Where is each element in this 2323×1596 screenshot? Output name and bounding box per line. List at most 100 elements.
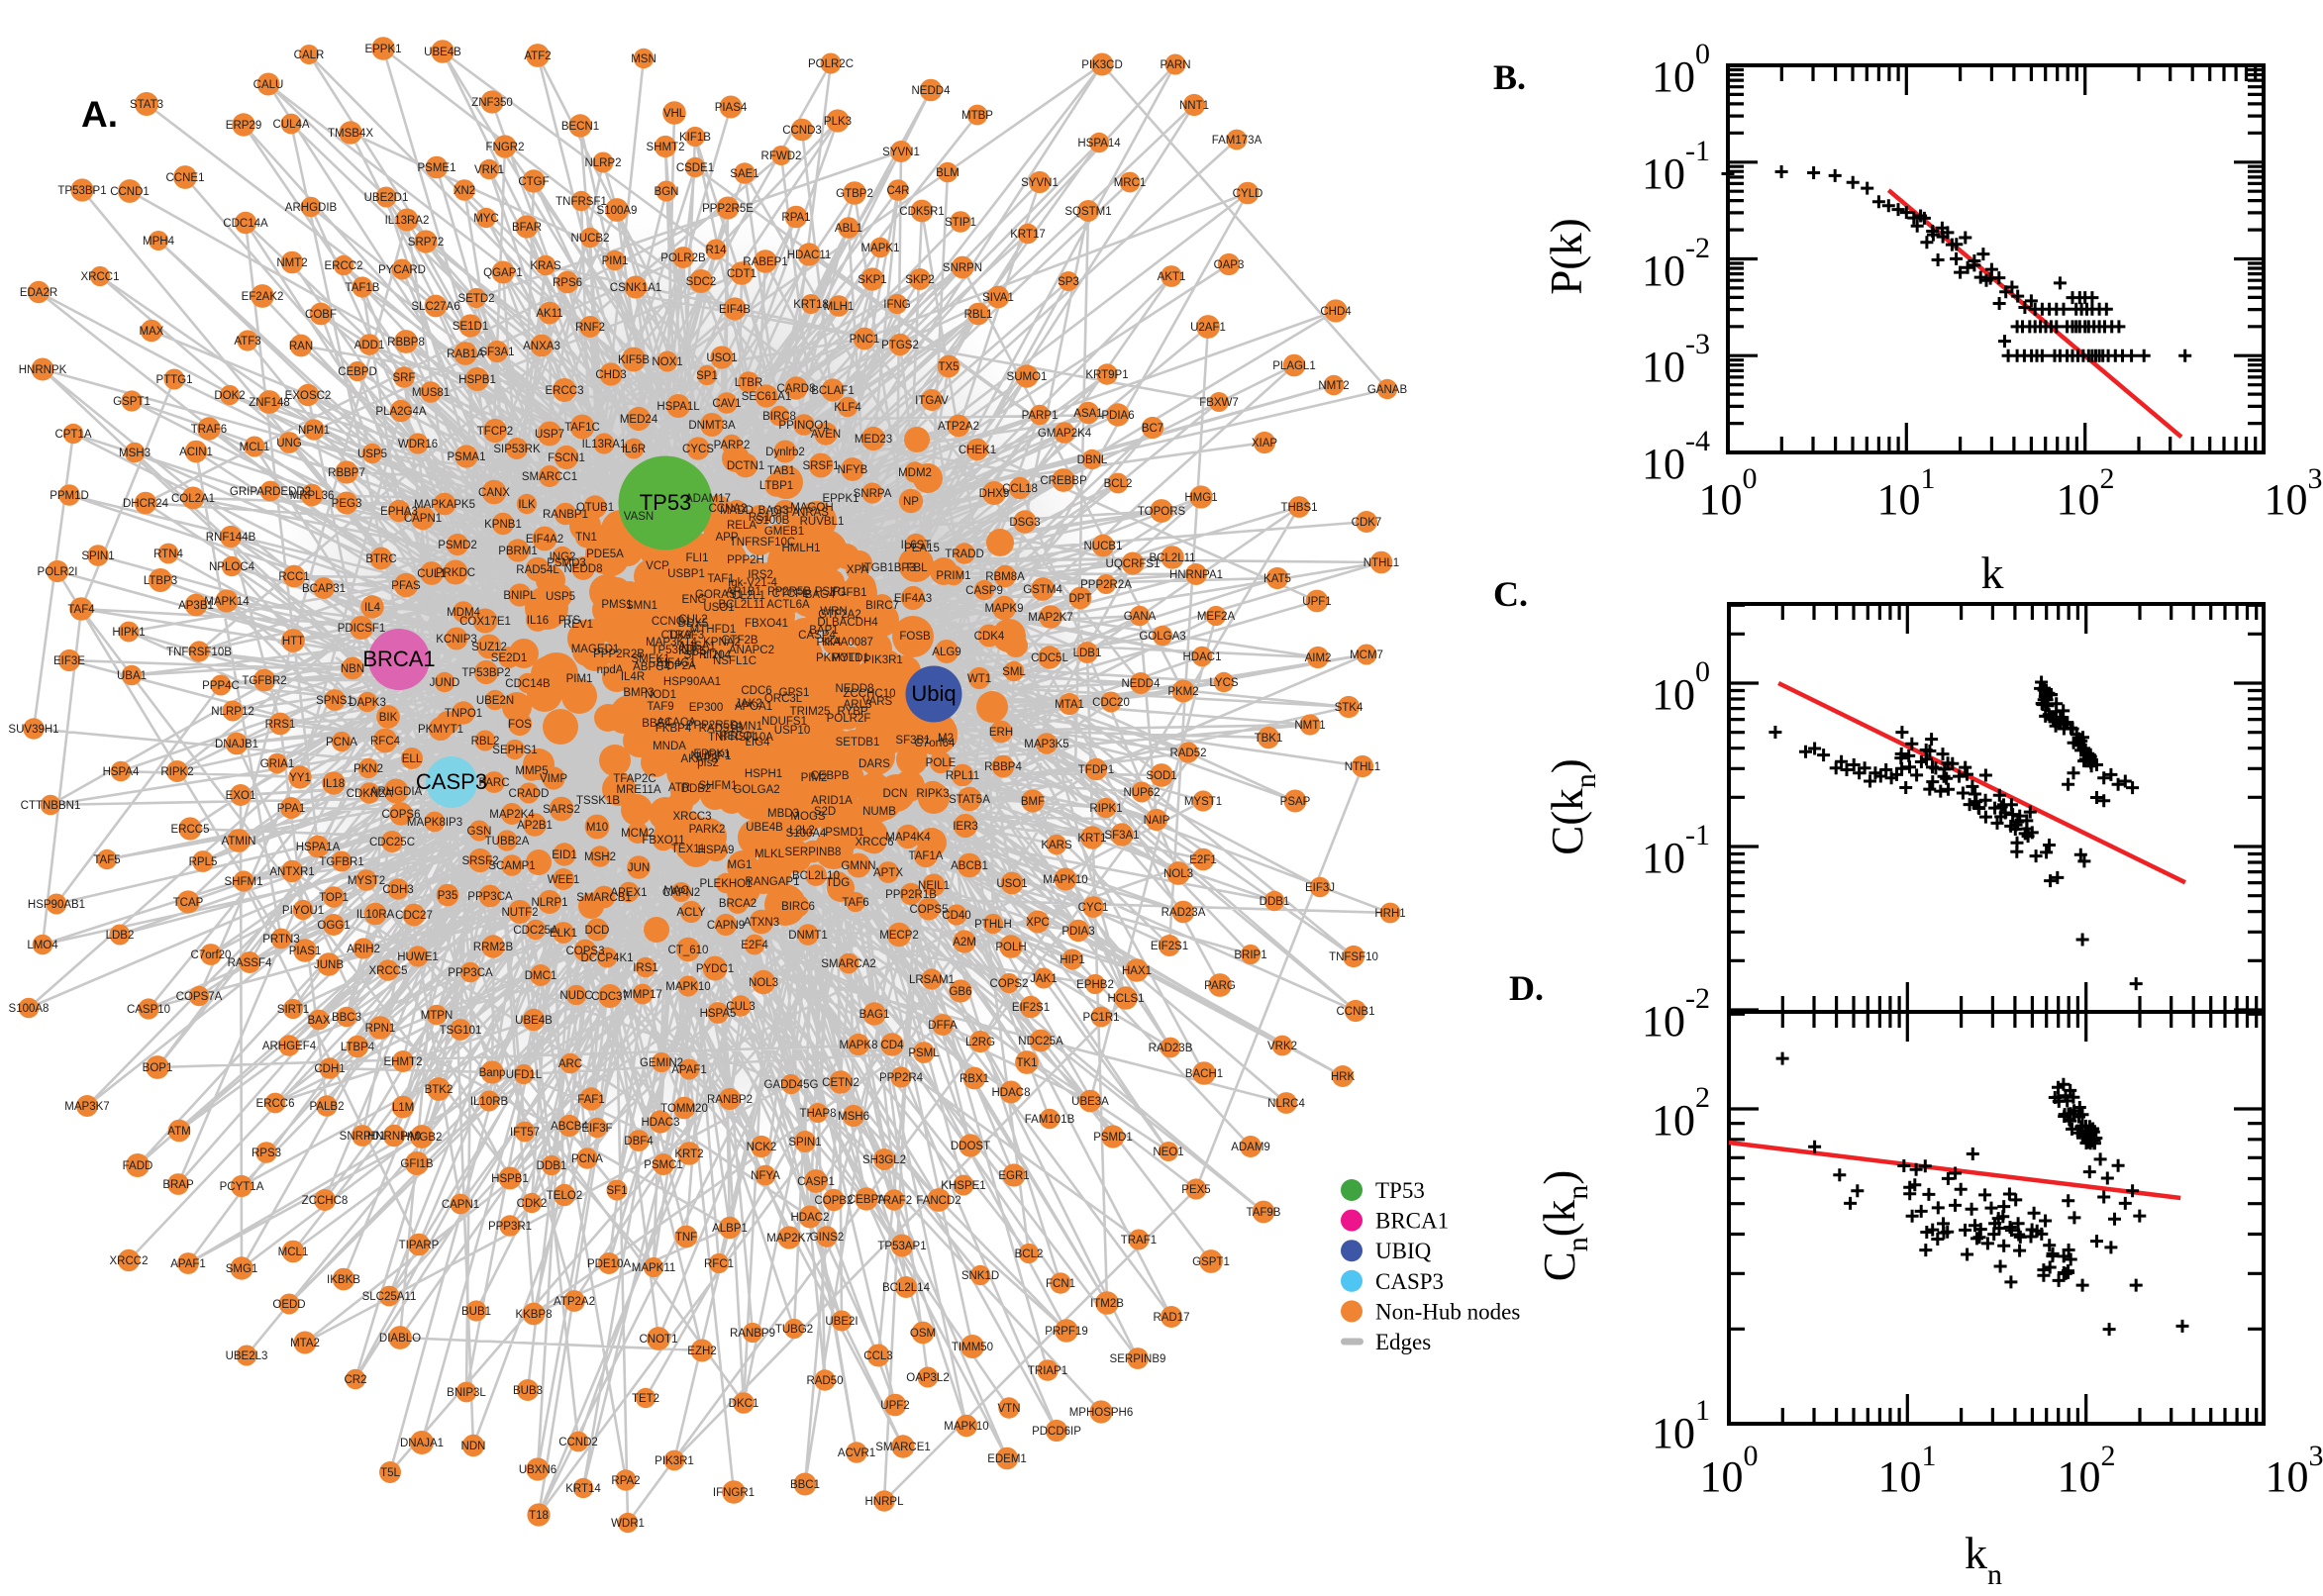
svg-text:MAP3K5: MAP3K5 (1024, 739, 1068, 750)
svg-text:TBK1: TBK1 (1255, 733, 1283, 745)
svg-text:PARG: PARG (1204, 980, 1236, 992)
svg-text:RAD51B: RAD51B (699, 723, 744, 735)
svg-text:CDKN2A: CDKN2A (347, 788, 393, 800)
svg-text:SAE1: SAE1 (730, 168, 758, 180)
svg-text:PPP3CA: PPP3CA (467, 891, 513, 903)
svg-text:FKBP4: FKBP4 (656, 723, 692, 735)
svg-text:VIMP: VIMP (540, 773, 567, 785)
svg-text:KRT14: KRT14 (565, 1483, 601, 1495)
svg-text:SETD2: SETD2 (457, 293, 494, 305)
svg-text:TOP1: TOP1 (319, 892, 349, 904)
svg-text:BCL2: BCL2 (1015, 1248, 1044, 1260)
svg-text:SMEK1: SMEK1 (632, 653, 670, 665)
svg-text:DFFA: DFFA (770, 507, 800, 519)
svg-text:SRSF1: SRSF1 (802, 460, 839, 472)
svg-text:RBBP7: RBBP7 (328, 467, 365, 479)
svg-text:IL13RA1: IL13RA1 (582, 439, 627, 450)
svg-text:TNFRSF10A: TNFRSF10A (708, 732, 773, 744)
svg-text:RAD52: RAD52 (1169, 748, 1206, 759)
svg-text:IL4: IL4 (364, 602, 381, 614)
svg-text:EID1: EID1 (552, 849, 577, 861)
svg-text:FBXW7: FBXW7 (1199, 397, 1239, 409)
svg-text:BBC3: BBC3 (332, 1012, 361, 1024)
svg-text:FBXO41: FBXO41 (745, 618, 788, 630)
svg-text:BIK: BIK (379, 712, 398, 724)
svg-text:BTRC: BTRC (365, 553, 396, 565)
svg-text:RBBP8: RBBP8 (387, 337, 425, 349)
svg-text:GANA: GANA (1124, 611, 1157, 623)
svg-text:SPNS1: SPNS1 (316, 695, 354, 707)
svg-text:RNF2: RNF2 (575, 322, 605, 334)
svg-text:EPHA3: EPHA3 (380, 506, 418, 518)
svg-text:HIP1: HIP1 (1060, 954, 1085, 966)
svg-text:NP: NP (903, 496, 919, 508)
svg-text:EDA2R: EDA2R (20, 287, 57, 299)
svg-text:PPP2R2B: PPP2R2B (593, 648, 645, 660)
svg-text:USP5: USP5 (357, 449, 387, 460)
svg-text:PDCD6IP: PDCD6IP (1032, 1426, 1081, 1438)
svg-text:DDX5: DDX5 (678, 618, 709, 630)
svg-text:ALG9: ALG9 (932, 647, 960, 658)
svg-text:AP2B1: AP2B1 (517, 820, 553, 832)
svg-text:PRKDC: PRKDC (436, 567, 475, 579)
svg-text:DPT: DPT (1069, 593, 1092, 605)
svg-text:ORC3L: ORC3L (764, 693, 803, 705)
svg-text:VTN: VTN (998, 1403, 1021, 1415)
svg-text:RIPK3: RIPK3 (916, 788, 949, 800)
svg-text:PLK3: PLK3 (824, 116, 852, 128)
svg-text:OAP3L2: OAP3L2 (906, 1372, 949, 1384)
svg-text:SDC2: SDC2 (686, 276, 717, 288)
svg-text:XPC: XPC (1026, 917, 1050, 929)
svg-text:ATF3: ATF3 (234, 336, 260, 348)
svg-text:MTA1: MTA1 (1055, 699, 1084, 711)
svg-text:ACTL6A: ACTL6A (766, 599, 810, 611)
svg-text:CDC6: CDC6 (741, 685, 771, 697)
svg-text:TFDP1: TFDP1 (1078, 764, 1114, 776)
svg-text:CDH3: CDH3 (382, 884, 413, 896)
svg-text:SCAMP1: SCAMP1 (488, 860, 535, 872)
svg-text:HUWE1: HUWE1 (397, 951, 439, 963)
svg-text:Banp: Banp (479, 1067, 506, 1079)
svg-text:SP1: SP1 (696, 370, 718, 382)
svg-text:COX17E1: COX17E1 (459, 616, 511, 628)
svg-text:TP53AP1: TP53AP1 (877, 1241, 926, 1252)
svg-text:GMAP2K4: GMAP2K4 (1038, 428, 1092, 440)
svg-text:TIMM50: TIMM50 (952, 1342, 993, 1353)
svg-text:PIM1: PIM1 (566, 673, 593, 685)
svg-text:PIK3R1: PIK3R1 (863, 654, 903, 666)
svg-text:KRAS: KRAS (530, 260, 561, 272)
svg-text:EXOSC2: EXOSC2 (285, 390, 332, 402)
svg-text:CDT1: CDT1 (727, 268, 757, 280)
svg-text:T5L: T5L (380, 1467, 400, 1479)
svg-text:NUFIP1: NUFIP1 (691, 750, 732, 762)
svg-text:RANGAP1: RANGAP1 (746, 876, 800, 888)
svg-text:PEX5: PEX5 (1181, 1184, 1210, 1196)
svg-text:KAT5: KAT5 (1263, 573, 1291, 585)
svg-text:COPS7A: COPS7A (176, 991, 223, 1003)
svg-text:MED24: MED24 (620, 414, 658, 426)
svg-text:TSG101: TSG101 (440, 1025, 482, 1037)
svg-text:BRCA2: BRCA2 (719, 898, 757, 910)
svg-text:D.: D. (1509, 968, 1544, 1008)
svg-text:TDG: TDG (826, 877, 850, 889)
svg-text:RBL1: RBL1 (964, 309, 993, 321)
svg-text:PIM1: PIM1 (602, 255, 629, 267)
svg-text:NDN: NDN (461, 1441, 486, 1452)
svg-text:S100A4: S100A4 (786, 828, 828, 840)
svg-text:MAPK1: MAPK1 (861, 243, 900, 254)
svg-text:XRCC5: XRCC5 (369, 965, 408, 977)
svg-text:VHL: VHL (663, 108, 686, 120)
svg-text:ILK: ILK (518, 499, 536, 511)
svg-text:WDR1: WDR1 (611, 1518, 645, 1530)
svg-text:BUB3: BUB3 (513, 1385, 543, 1397)
svg-text:SMN1: SMN1 (731, 721, 762, 733)
svg-text:MAPK14: MAPK14 (204, 596, 250, 608)
svg-text:BCL2L10: BCL2L10 (792, 870, 840, 882)
svg-text:M2: M2 (938, 733, 954, 745)
svg-text:WEE1: WEE1 (548, 874, 580, 886)
svg-text:NUMB: NUMB (862, 806, 896, 818)
svg-text:TOMM20: TOMM20 (660, 1103, 708, 1115)
svg-text:CD40: CD40 (942, 910, 970, 922)
svg-text:GPS1: GPS1 (779, 687, 810, 699)
svg-text:CAV1: CAV1 (712, 398, 741, 410)
